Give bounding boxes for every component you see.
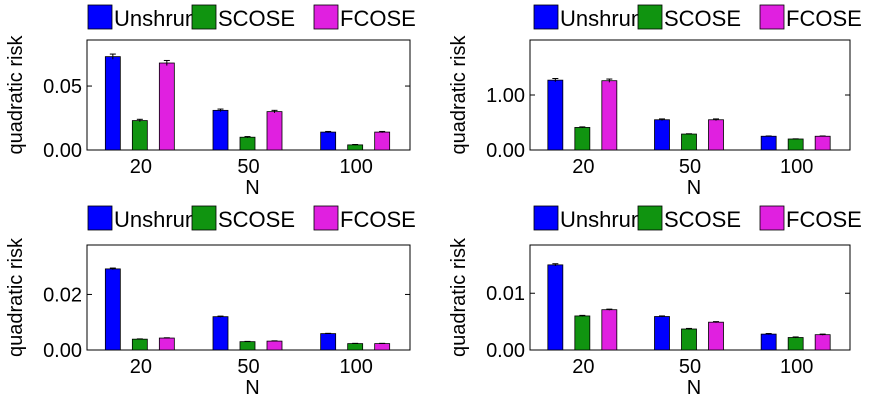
bar-fcose <box>601 309 618 351</box>
bar-fcose <box>708 119 724 151</box>
x-tick-label: 50 <box>679 156 701 178</box>
x-axis-label: N <box>245 177 259 199</box>
legend-swatch-scose <box>637 205 663 231</box>
legend-label-scose: SCOSE <box>218 207 295 232</box>
legend-label-scose: SCOSE <box>664 6 741 31</box>
legend-label-fcose: FCOSE <box>786 207 862 232</box>
bar-unshrunk <box>104 56 121 151</box>
x-tick-label: 20 <box>572 156 594 178</box>
y-tick-label: 0.00 <box>43 340 82 362</box>
bar-unshrunk <box>320 131 337 151</box>
bar-fcose <box>374 343 391 351</box>
bar-unshrunk <box>104 268 121 351</box>
legend-label-fcose: FCOSE <box>340 6 416 31</box>
bar-fcose <box>266 111 283 151</box>
bar-scose <box>574 315 591 351</box>
bar-fcose <box>266 340 283 351</box>
bar-unshrunk <box>320 333 337 351</box>
y-axis-label: quadratic risk <box>448 35 470 155</box>
y-axis-label: quadratic risk <box>5 237 27 357</box>
legend-label-scose: SCOSE <box>664 207 741 232</box>
bar-fcose <box>601 80 618 151</box>
bar-unshrunk <box>212 109 229 151</box>
legend-label-fcose: FCOSE <box>786 6 862 31</box>
legend-swatch-fcose <box>313 4 339 30</box>
x-axis-label: N <box>687 377 701 399</box>
bar-unshrunk <box>760 135 777 151</box>
x-tick-label: 50 <box>679 356 701 378</box>
bar-scose <box>131 338 148 351</box>
plot-frame <box>86 244 411 351</box>
legend-label-scose: SCOSE <box>218 6 295 31</box>
bar-unshrunk <box>547 79 564 151</box>
legend-swatch-unshrunk <box>87 4 113 30</box>
bar-unshrunk <box>547 264 564 351</box>
bar-scose <box>239 136 256 151</box>
x-tick-label: 100 <box>339 156 372 178</box>
legend-swatch-fcose <box>759 4 785 30</box>
x-tick-label: 20 <box>130 356 152 378</box>
legend: Unshrunk SCOSE FCOSE <box>533 205 862 232</box>
legend-swatch-scose <box>637 4 663 30</box>
bar-scose <box>347 343 364 351</box>
legend-swatch-fcose <box>313 205 339 231</box>
bar-scose <box>239 341 256 351</box>
legend: Unshrunk SCOSE FCOSE <box>533 4 862 31</box>
bar-unshrunk <box>654 316 670 351</box>
bar-unshrunk <box>760 333 777 351</box>
x-tick-label: 20 <box>130 156 152 178</box>
legend-swatch-unshrunk <box>533 4 559 30</box>
bar-fcose <box>374 131 391 151</box>
legend-swatch-unshrunk <box>87 205 113 231</box>
bar-scose <box>787 337 804 351</box>
bar-fcose <box>814 334 831 351</box>
legend: Unshrunk SCOSE FCOSE <box>87 205 416 232</box>
y-tick-label: 1.00 <box>486 85 525 107</box>
x-tick-label: 50 <box>237 156 259 178</box>
y-tick-label: 0.00 <box>43 140 82 162</box>
x-axis-label: N <box>687 177 701 199</box>
x-tick-label: 100 <box>780 356 813 378</box>
x-tick-label: 100 <box>780 156 813 178</box>
legend-swatch-scose <box>191 4 217 30</box>
y-tick-label: 0.00 <box>486 140 525 162</box>
y-axis-label: quadratic risk <box>448 237 470 357</box>
y-axis-label: quadratic risk <box>5 35 27 155</box>
bar-fcose <box>814 135 831 151</box>
x-tick-label: 50 <box>237 356 259 378</box>
y-tick-label: 0.00 <box>486 340 525 362</box>
y-tick-label: 0.02 <box>43 284 82 306</box>
x-tick-label: 100 <box>339 356 372 378</box>
legend: Unshrunk SCOSE FCOSE <box>87 4 416 31</box>
bar-scose <box>681 328 697 351</box>
bar-fcose <box>158 337 175 351</box>
y-tick-label: 0.01 <box>486 283 525 305</box>
legend-swatch-fcose <box>759 205 785 231</box>
x-axis-label: N <box>245 377 259 399</box>
bar-scose <box>131 120 148 151</box>
x-tick-label: 20 <box>572 356 594 378</box>
bar-fcose <box>708 321 724 351</box>
legend-label-fcose: FCOSE <box>340 207 416 232</box>
bar-scose <box>787 138 804 151</box>
bar-unshrunk <box>654 119 670 151</box>
bar-unshrunk <box>212 316 229 351</box>
y-tick-label: 0.05 <box>43 76 82 98</box>
bar-scose <box>574 127 591 151</box>
legend-swatch-unshrunk <box>533 205 559 231</box>
bar-fcose <box>158 62 175 151</box>
bar-scose <box>347 144 364 151</box>
bar-scose <box>681 133 697 151</box>
legend-swatch-scose <box>191 205 217 231</box>
